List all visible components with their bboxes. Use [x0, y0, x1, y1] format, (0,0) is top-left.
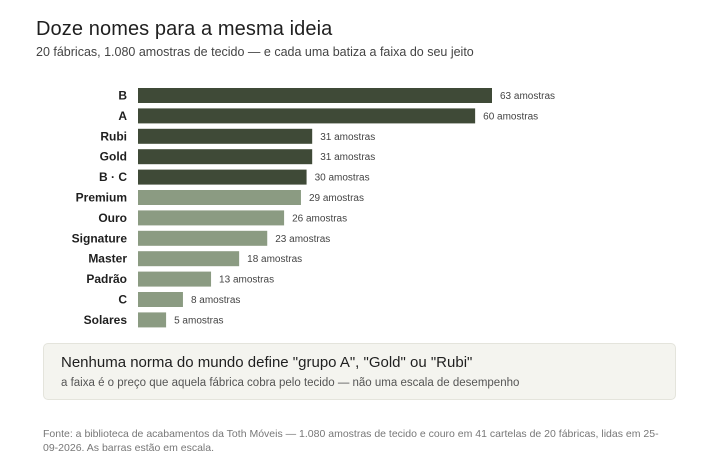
category-label: Master [88, 252, 127, 266]
chart-subtitle: 20 fábricas, 1.080 amostras de tecido — … [36, 45, 474, 59]
source-note: Fonte: a biblioteca de acabamentos da To… [43, 428, 659, 454]
callout-box: Nenhuma norma do mundo define "grupo A",… [43, 343, 676, 400]
bar [138, 190, 301, 205]
value-label: 8 amostras [191, 295, 240, 306]
bar [138, 128, 313, 144]
category-label: A [118, 109, 127, 123]
bar [138, 169, 307, 185]
bar-chart: B 63 amostras A 60 amostras Rubi 31 amostras G… [72, 88, 555, 328]
category-label: B [118, 89, 127, 103]
category-label: Padrão [86, 272, 127, 286]
chart-title: Doze nomes para a mesma ideia [36, 18, 333, 40]
callout-title: Nenhuma norma do mundo define "grupo A",… [61, 354, 473, 371]
value-label: 31 amostras [320, 152, 375, 163]
value-label: 5 amostras [174, 315, 223, 326]
value-label: 63 amostras [500, 91, 555, 102]
bar [138, 88, 492, 103]
value-label: 13 amostras [219, 275, 274, 286]
value-label: 29 amostras [309, 193, 364, 204]
category-label: B · C [99, 170, 127, 184]
value-label: 26 amostras [292, 213, 347, 224]
bar [138, 149, 313, 165]
value-label: 23 amostras [275, 234, 330, 245]
category-label: Premium [76, 191, 127, 205]
bar [138, 271, 212, 287]
value-label: 60 amostras [483, 111, 538, 122]
bar [138, 108, 476, 124]
category-label: Solares [84, 313, 128, 327]
category-label: Gold [100, 150, 127, 164]
category-label: Rubi [100, 129, 127, 143]
value-label: 31 amostras [320, 132, 375, 143]
bar [138, 251, 240, 267]
bar [138, 292, 183, 307]
value-label: 18 amostras [247, 254, 302, 265]
category-label: C [118, 293, 127, 307]
category-label: Ouro [98, 211, 127, 225]
bar [138, 230, 268, 246]
category-label: Signature [72, 231, 128, 245]
bar [138, 210, 285, 226]
bar [138, 312, 167, 328]
value-label: 30 amostras [315, 173, 370, 184]
callout-body: a faixa é o preço que aquela fábrica cob… [61, 377, 520, 389]
